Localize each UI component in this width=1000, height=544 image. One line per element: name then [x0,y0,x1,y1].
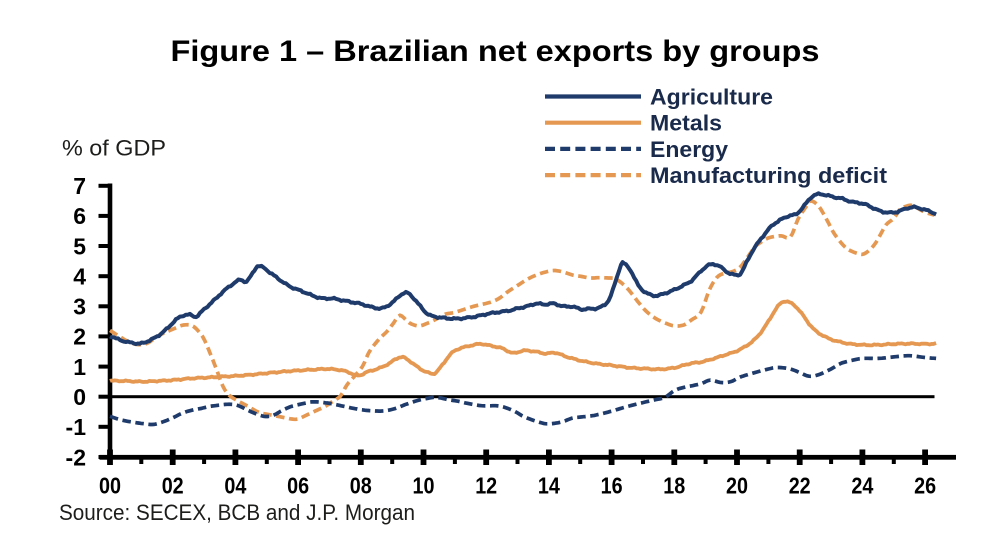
svg-text:2: 2 [73,324,86,350]
svg-text:12: 12 [475,473,497,499]
svg-text:06: 06 [287,473,309,499]
svg-text:% of GDP: % of GDP [62,136,166,161]
svg-text:Source: SECEX, BCB and J.P. Mo: Source: SECEX, BCB and J.P. Morgan [59,500,415,525]
svg-text:6: 6 [73,203,86,229]
svg-text:Figure 1 – Brazilian net expor: Figure 1 – Brazilian net exports by grou… [171,35,820,68]
svg-text:22: 22 [789,473,811,499]
svg-text:24: 24 [851,473,873,499]
svg-text:-2: -2 [66,444,86,470]
svg-text:26: 26 [914,473,936,499]
svg-text:16: 16 [601,473,623,499]
svg-text:-1: -1 [66,414,87,440]
svg-text:1: 1 [73,354,86,380]
svg-text:4: 4 [73,264,86,290]
svg-text:Manufacturing deficit: Manufacturing deficit [650,163,888,188]
svg-text:5: 5 [73,233,86,259]
svg-text:Metals: Metals [650,111,722,136]
svg-text:08: 08 [350,473,372,499]
svg-text:02: 02 [162,473,184,499]
svg-text:10: 10 [413,473,435,499]
svg-text:3: 3 [73,294,86,320]
svg-text:Energy: Energy [650,137,729,162]
svg-text:Agriculture: Agriculture [650,85,773,110]
svg-text:04: 04 [224,473,246,499]
svg-text:14: 14 [538,473,560,499]
svg-text:0: 0 [73,384,86,410]
svg-text:7: 7 [73,173,86,199]
svg-text:20: 20 [726,473,748,499]
svg-text:18: 18 [663,473,685,499]
svg-text:00: 00 [99,473,121,499]
